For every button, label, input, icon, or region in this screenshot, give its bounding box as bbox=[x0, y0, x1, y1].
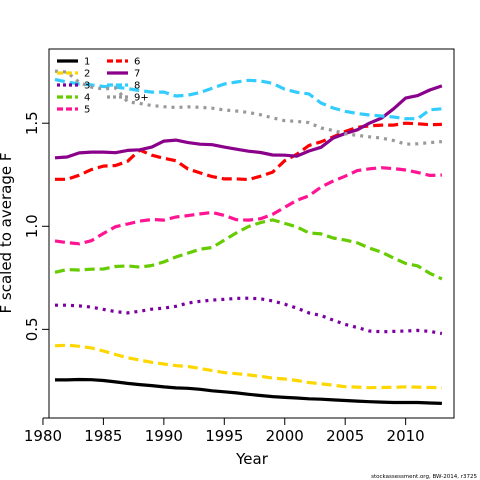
x-tick-label: 2005 bbox=[326, 427, 364, 445]
x-tick-label: 2000 bbox=[266, 427, 304, 445]
series-line-5 bbox=[54, 166, 442, 246]
x-tick-label: 1995 bbox=[205, 427, 243, 445]
x-tick-label: 1985 bbox=[84, 427, 122, 445]
y-axis-title: F scaled to average F bbox=[0, 153, 15, 314]
x-axis-title: Year bbox=[235, 450, 269, 468]
legend-label-8: 8 bbox=[134, 81, 140, 92]
series-line-9plus bbox=[54, 69, 443, 146]
credit-text: stockassessment.org, BW-2014, r3725 bbox=[371, 474, 477, 480]
x-axis: 1980 1985 1990 1995 2000 2005 2010 bbox=[24, 417, 425, 445]
x-tick-label: 2010 bbox=[387, 427, 425, 445]
legend-label-4: 4 bbox=[84, 93, 90, 104]
legend-label-1: 1 bbox=[84, 57, 90, 68]
series-line-8 bbox=[54, 77, 443, 121]
y-axis: 0.5 1.0 1.5 bbox=[23, 111, 50, 341]
series-line-2 bbox=[54, 343, 442, 390]
legend-label-7: 7 bbox=[134, 69, 140, 80]
legend-label-9plus: 9+ bbox=[134, 93, 149, 104]
y-tick-label: 1.0 bbox=[23, 214, 41, 238]
legend-label-6: 6 bbox=[134, 57, 140, 68]
legend-label-5: 5 bbox=[84, 105, 90, 116]
series-lines bbox=[54, 69, 443, 405]
series-line-1 bbox=[55, 377, 442, 405]
legend-label-3: 3 bbox=[84, 81, 90, 92]
legend-label-2: 2 bbox=[84, 69, 90, 80]
series-line-3 bbox=[55, 296, 443, 336]
series-line-4 bbox=[54, 218, 443, 281]
y-tick-label: 1.5 bbox=[23, 111, 41, 135]
series-line-7 bbox=[54, 84, 443, 160]
y-tick-label: 0.5 bbox=[23, 317, 41, 341]
x-tick-label: 1990 bbox=[145, 427, 183, 445]
x-tick-label: 1980 bbox=[24, 427, 62, 445]
series-line-6 bbox=[55, 121, 442, 182]
